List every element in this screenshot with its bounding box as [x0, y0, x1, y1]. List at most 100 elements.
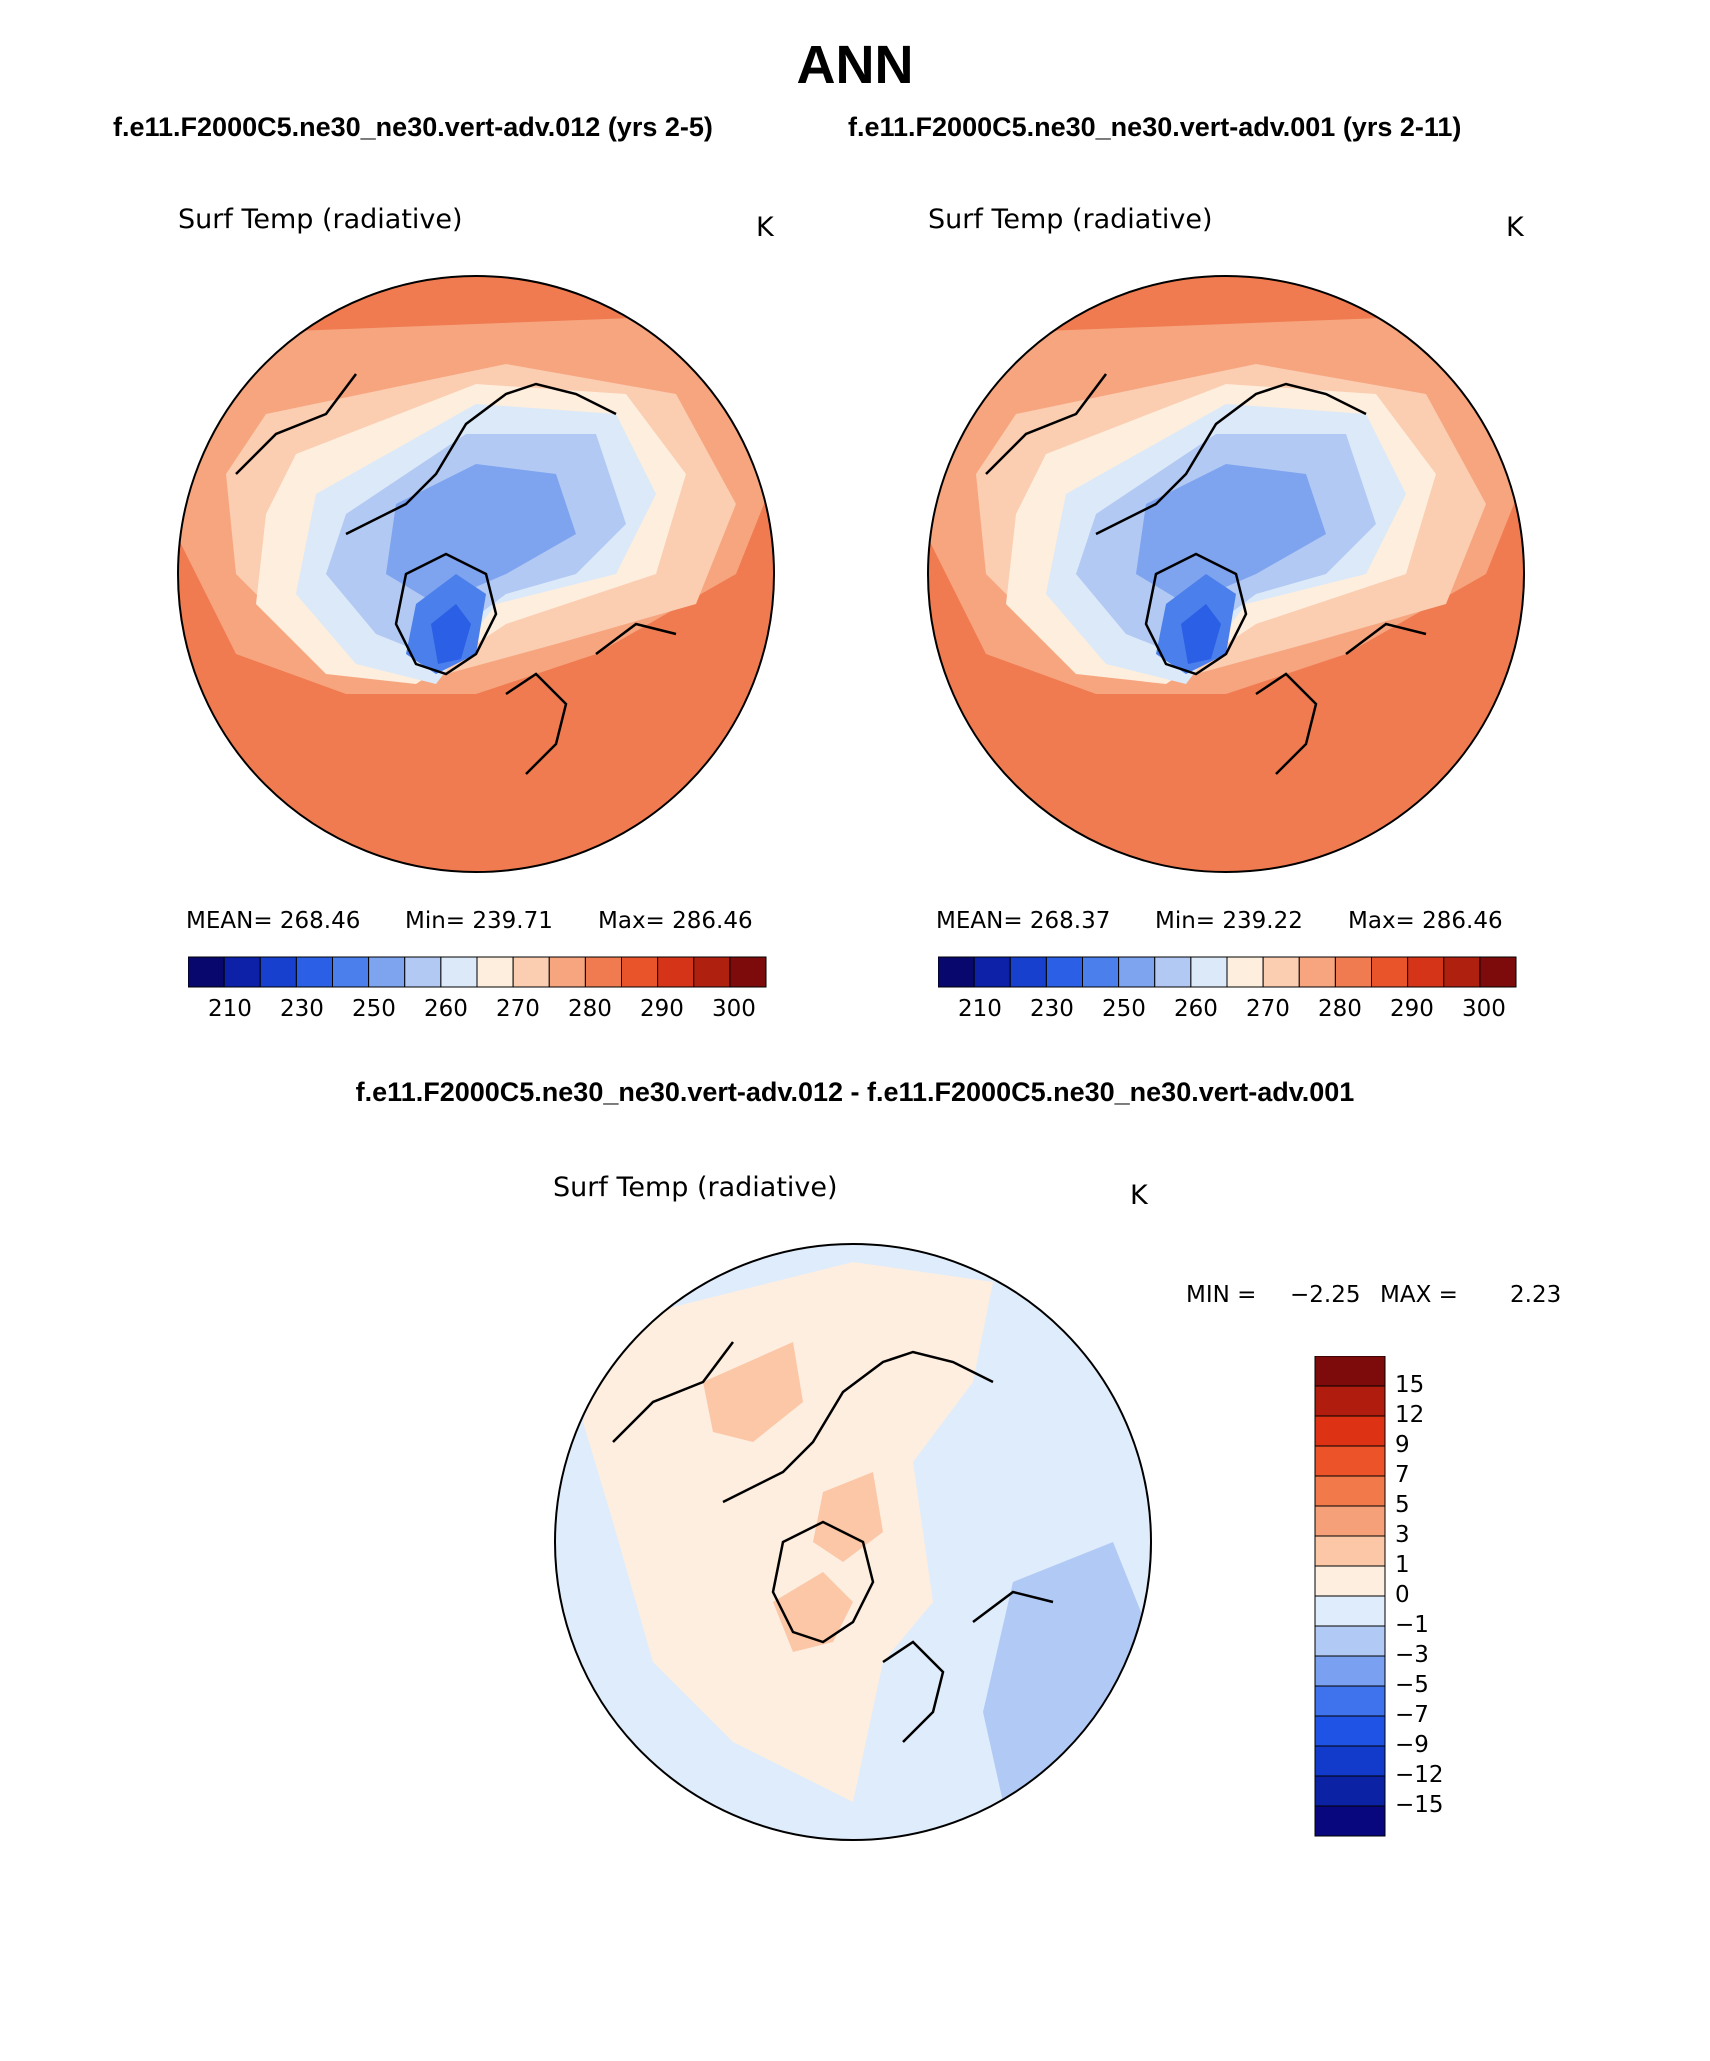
colorbar-swatch — [223, 956, 261, 988]
greenland-core — [1181, 604, 1221, 664]
right-tick: 210 — [958, 996, 1002, 1022]
right-min: Min= 239.22 — [1155, 908, 1303, 934]
colorbar-swatch — [1314, 1715, 1386, 1747]
colorbar-swatch — [1314, 1415, 1386, 1447]
right-tick: 270 — [1246, 996, 1290, 1022]
difference-title: f.e11.F2000C5.ne30_ne30.vert-adv.012 - f… — [355, 1077, 1355, 1107]
left-tick: 300 — [712, 996, 756, 1022]
difference-max-value: 2.23 — [1510, 1282, 1562, 1308]
map-boundary — [554, 1243, 1152, 1841]
diff-tick: 3 — [1395, 1522, 1410, 1548]
colorbar-swatch — [368, 956, 406, 988]
diff-tick: 7 — [1395, 1462, 1410, 1488]
colorbar-swatch — [404, 956, 442, 988]
coastlines — [235, 373, 677, 775]
difference-colorbar — [1314, 1356, 1386, 1837]
diff-tick: −7 — [1395, 1702, 1429, 1728]
colorbar-swatch — [584, 956, 623, 988]
left-tick: 230 — [280, 996, 324, 1022]
right-mean: MEAN= 268.37 — [936, 908, 1111, 934]
colorbar-swatch — [1045, 956, 1084, 988]
colorbar-swatch — [259, 956, 297, 988]
difference-polar-map — [554, 1243, 1152, 1841]
coastlines — [985, 373, 1427, 775]
right-colorbar — [938, 956, 1517, 988]
right-tick: 260 — [1174, 996, 1218, 1022]
colorbar-swatch — [1262, 956, 1300, 988]
colorbar-swatch — [1314, 1475, 1386, 1507]
left-tick: 260 — [424, 996, 468, 1022]
diff-tick: −5 — [1395, 1672, 1429, 1698]
colorbar-swatch — [1314, 1625, 1386, 1657]
left-tick: 210 — [208, 996, 252, 1022]
right-variable-label: Surf Temp (radiative) — [928, 204, 1213, 235]
right-tick: 250 — [1102, 996, 1146, 1022]
diff-tick: 9 — [1395, 1432, 1410, 1458]
greenland-core — [431, 604, 471, 664]
diff-tick: −15 — [1395, 1792, 1444, 1818]
difference-colorbar-ticks: 15 12 9 7 5 3 1 0 −1 −3 −5 −7 −9 −12 −15 — [1395, 1356, 1485, 1838]
colorbar-swatch — [1298, 956, 1336, 988]
map-boundary — [927, 275, 1525, 873]
map-boundary — [177, 275, 775, 873]
colorbar-swatch — [693, 956, 731, 988]
left-polar-map — [177, 275, 775, 873]
left-variable-label: Surf Temp (radiative) — [178, 204, 463, 235]
colorbar-swatch — [1314, 1745, 1386, 1777]
colorbar-swatch — [1443, 956, 1481, 988]
difference-min-value: −2.25 — [1290, 1282, 1361, 1308]
diff-tick: 12 — [1395, 1402, 1425, 1428]
colorbar-swatch — [1479, 956, 1517, 988]
colorbar-swatch — [1314, 1655, 1386, 1687]
diff-tick: 15 — [1395, 1372, 1425, 1398]
right-max: Max= 286.46 — [1348, 908, 1503, 934]
difference-units-label: K — [1130, 1180, 1148, 1211]
colorbar-swatch — [332, 956, 370, 988]
diff-tick: −3 — [1395, 1642, 1429, 1668]
diff-tick: 5 — [1395, 1492, 1410, 1518]
left-tick: 270 — [496, 996, 540, 1022]
colorbar-swatch — [1314, 1685, 1386, 1717]
right-tick: 300 — [1462, 996, 1506, 1022]
right-run-title: f.e11.F2000C5.ne30_ne30.vert-adv.001 (yr… — [848, 112, 1462, 142]
diff-tick: −9 — [1395, 1732, 1429, 1758]
colorbar-swatch — [440, 956, 478, 988]
right-colorbar-ticks: 210 230 250 260 270 280 290 300 — [938, 996, 1518, 1026]
left-max: Max= 286.46 — [598, 908, 753, 934]
right-polar-map — [927, 275, 1525, 873]
colorbar-swatch — [1009, 956, 1047, 988]
left-colorbar — [188, 956, 767, 988]
left-tick: 250 — [352, 996, 396, 1022]
diff-tick: 1 — [1395, 1552, 1410, 1578]
central-arctic — [386, 464, 576, 604]
colorbar-swatch — [1334, 956, 1373, 988]
colorbar-swatch — [657, 956, 695, 988]
colorbar-swatch — [621, 956, 659, 988]
warm-anomaly-1 — [703, 1342, 803, 1442]
colorbar-swatch — [188, 956, 225, 988]
colorbar-swatch — [1154, 956, 1192, 988]
colorbar-swatch — [973, 956, 1011, 988]
colorbar-swatch — [512, 956, 550, 988]
colorbar-swatch — [1371, 956, 1409, 988]
right-units-label: K — [1506, 212, 1524, 243]
diff-tick: −1 — [1395, 1612, 1429, 1638]
difference-min-label: MIN = — [1186, 1282, 1257, 1308]
warm-anomaly-2 — [813, 1472, 883, 1562]
colorbar-swatch — [548, 956, 586, 988]
colorbar-swatch — [1314, 1385, 1386, 1417]
left-units-label: K — [756, 212, 774, 243]
colorbar-swatch — [1314, 1505, 1386, 1537]
colorbar-swatch — [938, 956, 975, 988]
colorbar-swatch — [729, 956, 767, 988]
colorbar-swatch — [1118, 956, 1156, 988]
colorbar-swatch — [1314, 1805, 1386, 1837]
slightly-warmer-region — [583, 1262, 993, 1802]
right-tick: 230 — [1030, 996, 1074, 1022]
left-tick: 280 — [568, 996, 612, 1022]
colorbar-swatch — [1314, 1535, 1386, 1567]
colorbar-swatch — [1314, 1595, 1386, 1627]
difference-variable-label: Surf Temp (radiative) — [553, 1172, 838, 1203]
figure-title: ANN — [796, 35, 914, 95]
colorbar-swatch — [1082, 956, 1120, 988]
